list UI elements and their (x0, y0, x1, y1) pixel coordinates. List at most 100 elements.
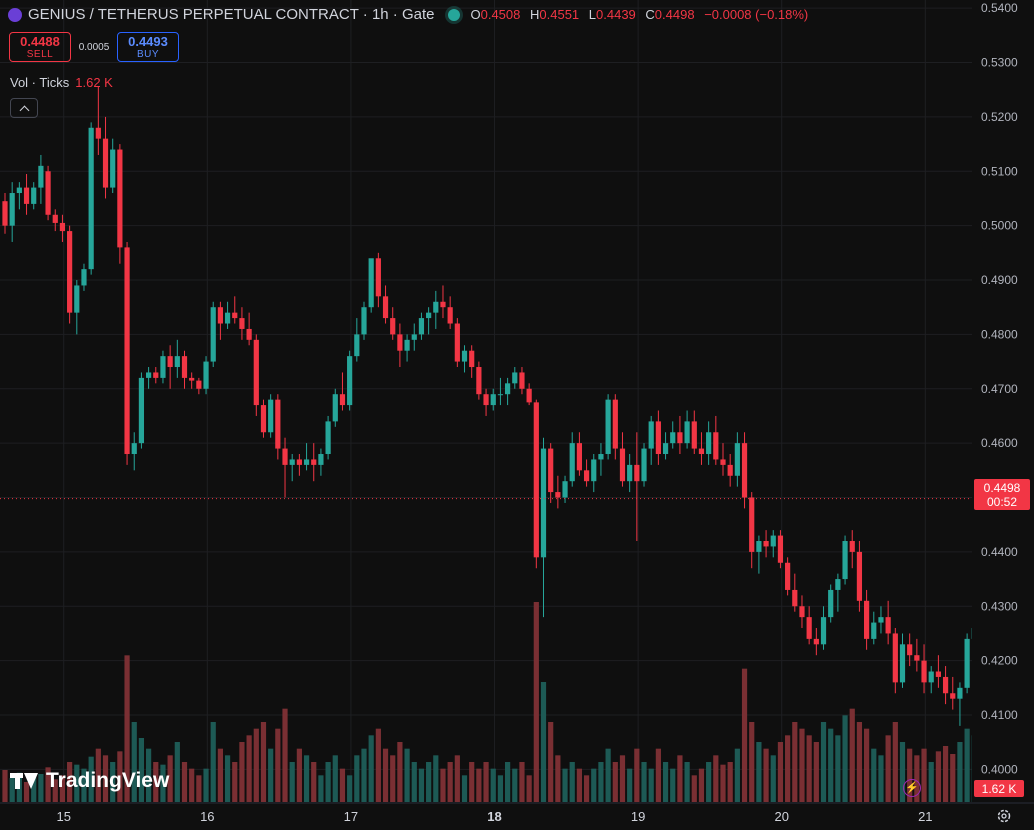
volume-bar (598, 762, 604, 802)
candle-body (38, 165, 44, 188)
candle-body (404, 339, 410, 351)
candle-body (749, 497, 755, 552)
volume-bar (892, 722, 898, 802)
candle-body (311, 459, 317, 465)
candle-body (174, 356, 180, 368)
sell-label: SELL (26, 49, 54, 60)
candle-body (296, 459, 302, 465)
candle-body (88, 127, 94, 270)
candle-body (928, 671, 934, 683)
candle-body (382, 296, 389, 319)
price-tick-label: 0.5200 (981, 110, 1018, 124)
collapse-legend-button[interactable] (10, 98, 38, 118)
volume-bar (368, 735, 374, 802)
candle-body (239, 318, 245, 329)
candle-body (950, 693, 956, 699)
buy-price: 0.4493 (128, 34, 168, 49)
candle-body (598, 454, 604, 460)
volume-bar (23, 782, 30, 802)
candle-body (698, 448, 705, 455)
volume-bar (864, 728, 870, 802)
candle-body (526, 388, 532, 403)
candle-body (512, 372, 518, 384)
candle-body (533, 402, 539, 558)
volume-bar (433, 755, 439, 802)
candle-body (497, 394, 504, 396)
volume-bar (612, 762, 618, 802)
candle-body (935, 671, 941, 677)
candle-body (397, 334, 403, 351)
candle-body (591, 459, 597, 482)
candle-body (16, 187, 22, 194)
candle-body (476, 367, 482, 395)
candle-body (921, 660, 927, 683)
symbol-title[interactable]: GENIUS / TETHERUS PERPETUAL CONTRACT · 1… (28, 6, 435, 23)
price-axis[interactable]: 0.5400 0.5300 0.5200 0.5100 0.5000 0.4900 0.48… (972, 0, 1034, 830)
time-axis[interactable]: 15 16 17 18 19 20 21 (0, 802, 1034, 824)
lightning-icon[interactable]: ⚡ (903, 779, 921, 797)
trade-buttons: 0.4488 SELL 0.0005 0.4493 BUY (9, 32, 179, 62)
candle-body (677, 432, 683, 444)
volume-bar (749, 722, 755, 802)
volume-bar (641, 762, 647, 802)
volume-bar (942, 746, 949, 802)
sell-button[interactable]: 0.4488 SELL (9, 32, 71, 62)
volume-bar (770, 755, 776, 802)
gear-icon[interactable] (996, 808, 1012, 824)
candle-body (583, 470, 590, 482)
buy-button[interactable]: 0.4493 BUY (117, 32, 179, 62)
candle-body (483, 394, 489, 406)
candle-body (253, 339, 259, 406)
candle-body (275, 399, 281, 449)
volume-bar (196, 775, 202, 802)
volume-legend[interactable]: Vol · Ticks 1.62 K (10, 75, 113, 90)
close-value: 0.4498 (654, 7, 695, 22)
candle-body (670, 432, 676, 444)
volume-bar (713, 755, 719, 802)
ohlc-values: O0.4508 H0.4551 L0.4439 C0.4498 −0.0008 … (470, 7, 814, 22)
tradingview-logo-icon (10, 771, 40, 791)
volume-bar (828, 728, 834, 802)
candle-body (490, 394, 496, 406)
volume-bar (698, 768, 705, 802)
volume-bar (914, 755, 920, 802)
candle-body (806, 617, 812, 639)
volume-bar (540, 682, 547, 802)
volume-bar (512, 768, 518, 802)
candle-body (196, 380, 202, 389)
price-tick-label: 0.4900 (981, 273, 1018, 287)
candle-body (268, 399, 274, 433)
volume-bar (871, 748, 877, 802)
candle-body (756, 541, 762, 552)
volume-bar (296, 748, 302, 802)
candle-body (282, 448, 288, 465)
candle-body (569, 443, 575, 482)
candle-body (45, 171, 51, 215)
market-status-icon[interactable] (448, 8, 461, 21)
volume-bar (720, 764, 726, 802)
volume-bar (74, 764, 80, 802)
candle-body (232, 312, 238, 319)
volume-bar (246, 735, 252, 802)
volume-bar (167, 755, 173, 802)
volume-bar (318, 775, 324, 802)
volume-bar (289, 762, 295, 802)
volume-bar (734, 748, 740, 802)
candle-body (124, 247, 130, 455)
low-value: 0.4439 (596, 7, 636, 22)
candle-body (52, 214, 58, 223)
price-tick-label: 0.5100 (981, 164, 1018, 178)
volume-bar (648, 768, 654, 802)
price-tick-label: 0.4700 (981, 382, 1018, 396)
volume-bar (332, 755, 338, 802)
volume-bar (634, 748, 640, 802)
volume-bar (957, 742, 963, 802)
volume-bar (583, 775, 590, 802)
candle-body (469, 350, 475, 368)
volume-bar (662, 762, 669, 802)
volume-bar (146, 748, 152, 802)
candle-body (59, 222, 66, 232)
tradingview-logo[interactable]: TradingView (10, 769, 169, 793)
volume-bar (361, 748, 367, 802)
